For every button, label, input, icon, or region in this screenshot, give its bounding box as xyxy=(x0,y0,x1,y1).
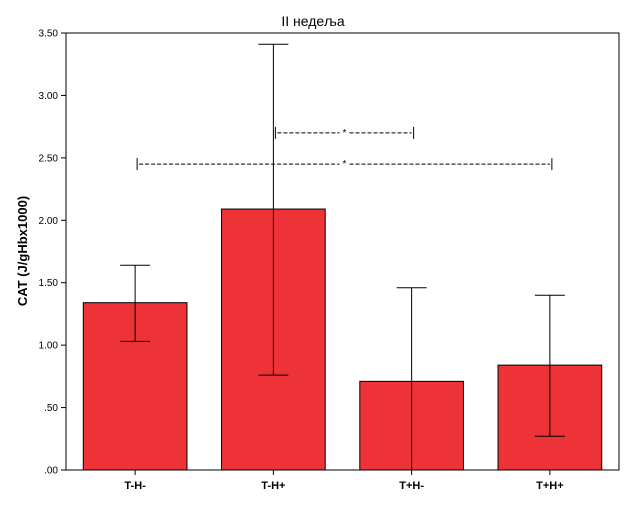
error-bars xyxy=(120,43,565,470)
x-tick-label: T-H+ xyxy=(261,480,285,492)
y-tick-label: 3.50 xyxy=(39,29,59,40)
x-axis-tick-labels: T-H- T-H+ T+H- T+H+ xyxy=(124,470,564,492)
x-tick-label: T-H- xyxy=(124,480,146,492)
chart-title: II недеља xyxy=(281,13,345,29)
y-tick-label: 2.50 xyxy=(39,153,59,164)
significance-annotations: ** xyxy=(136,126,553,171)
y-tick-label: 2.00 xyxy=(39,216,59,227)
y-tick-label: .00 xyxy=(44,466,58,477)
x-tick-label: T+H- xyxy=(399,480,424,492)
y-axis-label: CAT (J/gHbx1000) xyxy=(15,196,30,306)
annotation-label: * xyxy=(343,128,347,139)
y-tick-label: .50 xyxy=(44,403,58,414)
y-tick-label: 3.00 xyxy=(39,91,59,102)
y-axis-ticks: .00 .50 1.00 1.50 2.00 2.50 3.00 3.50 xyxy=(39,29,66,477)
y-tick-label: 1.00 xyxy=(39,341,59,352)
plot-frame xyxy=(65,32,620,471)
x-tick-label: T+H+ xyxy=(536,480,564,492)
annotation-label: * xyxy=(343,159,347,170)
y-tick-label: 1.50 xyxy=(39,278,59,289)
bars xyxy=(82,208,603,471)
